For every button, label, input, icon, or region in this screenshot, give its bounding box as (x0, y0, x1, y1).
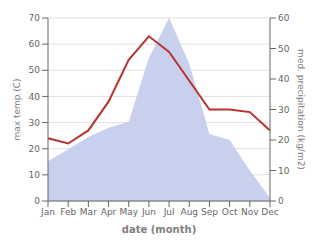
svg-text:Mar: Mar (80, 207, 97, 217)
svg-text:Jul: Jul (163, 207, 175, 217)
svg-text:med. precipitation (kg/m2): med. precipitation (kg/m2) (296, 49, 306, 170)
svg-text:max temp (C): max temp (C) (12, 78, 22, 140)
svg-text:May: May (119, 207, 138, 217)
svg-text:20: 20 (278, 135, 290, 145)
svg-text:50: 50 (29, 65, 41, 75)
svg-text:Aug: Aug (180, 207, 198, 217)
svg-text:10: 10 (278, 166, 290, 176)
svg-text:Jun: Jun (141, 207, 156, 217)
svg-text:Oct: Oct (222, 207, 238, 217)
svg-text:0: 0 (34, 196, 40, 206)
svg-text:50: 50 (278, 44, 290, 54)
svg-text:60: 60 (29, 39, 41, 49)
svg-text:60: 60 (278, 13, 290, 23)
svg-text:date (month): date (month) (122, 224, 196, 235)
svg-text:Sep: Sep (201, 207, 218, 217)
svg-text:40: 40 (278, 74, 290, 84)
svg-text:30: 30 (29, 118, 41, 128)
svg-text:0: 0 (278, 196, 284, 206)
svg-text:Nov: Nov (241, 207, 259, 217)
svg-text:Feb: Feb (60, 207, 76, 217)
svg-text:20: 20 (29, 144, 41, 154)
svg-text:Apr: Apr (101, 207, 117, 217)
svg-text:Dec: Dec (261, 207, 278, 217)
svg-text:Jan: Jan (40, 207, 55, 217)
svg-text:30: 30 (278, 105, 290, 115)
svg-text:10: 10 (29, 170, 41, 180)
svg-text:40: 40 (29, 92, 41, 102)
svg-text:70: 70 (29, 13, 41, 23)
